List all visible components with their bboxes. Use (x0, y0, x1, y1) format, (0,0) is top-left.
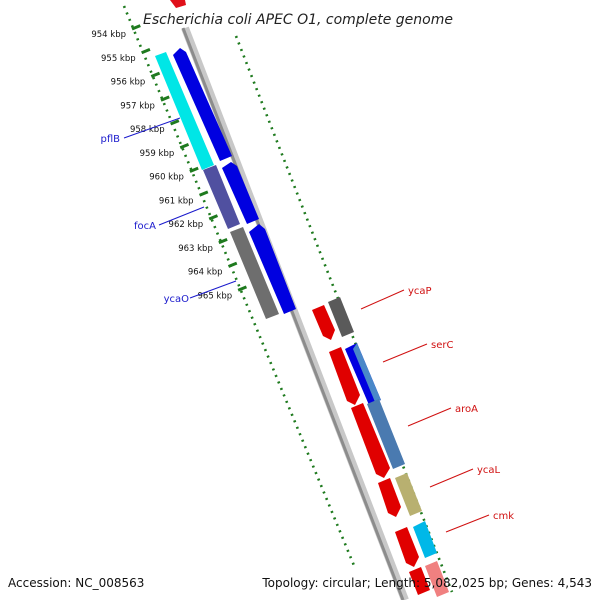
ruler-tick (179, 142, 190, 150)
leader-line-pflB (123, 117, 181, 139)
gene-feature-focA[interactable] (203, 165, 240, 229)
ruler-tick (208, 214, 219, 221)
gene-feature-aroA[interactable] (351, 403, 390, 478)
ruler-tick-label: 959 kbp (140, 149, 175, 159)
ruler-tick (218, 237, 228, 245)
ruler-tick-label: 961 kbp (159, 196, 194, 206)
gene-label-ycaL[interactable]: ycaL (477, 465, 501, 476)
ruler-tick-label: 955 kbp (101, 54, 136, 64)
leader-line-focA (158, 206, 205, 226)
gene-feature-ycaP[interactable] (312, 305, 335, 340)
gene-feature-top[interactable] (170, 0, 186, 8)
ruler-tick (141, 47, 151, 55)
gene-feature-ycaO-partner[interactable] (249, 224, 296, 314)
gene-feature-focA-partner[interactable] (222, 162, 259, 224)
genome-backbone (181, 26, 409, 600)
ruler-tick-label: 964 kbp (188, 268, 223, 278)
gene-label-cmk[interactable]: cmk (493, 511, 514, 522)
gene-label-pflB[interactable]: pflB (100, 134, 120, 145)
left-gene-labels: pflB focA ycaO (100, 117, 237, 305)
leader-line-cmk (445, 514, 490, 533)
gene-feature-ycaL[interactable] (378, 478, 401, 517)
ruler-tick-label: 954 kbp (91, 30, 126, 40)
gene-feature-cmk-partner[interactable] (413, 521, 437, 558)
ruler-tick-label: 963 kbp (178, 244, 213, 254)
ruler-tick (160, 95, 170, 102)
gene-feature-cmk[interactable] (395, 527, 419, 567)
gene-feature-upstream-blue[interactable] (173, 48, 232, 161)
leader-line-ycaL (429, 468, 474, 488)
accession-text: Accession: NC_008563 (8, 576, 144, 590)
outer-strand-genes (155, 0, 296, 319)
map-title: Escherichia coli APEC O1, complete genom… (143, 12, 453, 28)
ruler-tick (189, 166, 199, 173)
gene-feature-aroA-partner[interactable] (367, 399, 405, 469)
genome-summary-text: Topology: circular; Length: 5,082,025 bp… (261, 576, 592, 590)
gene-label-serC[interactable]: serC (431, 340, 453, 351)
gene-feature-ycaL-partner[interactable] (395, 473, 422, 516)
gene-feature-ycaP-partner[interactable] (328, 297, 354, 337)
ruler-tick (237, 285, 248, 292)
gene-label-ycaP[interactable]: ycaP (408, 286, 432, 297)
ruler-tick-label: 965 kbp (198, 291, 233, 301)
right-gene-labels: ycaP serC aroA ycaL cmk (360, 286, 514, 533)
ruler-tick-label: 962 kbp (169, 220, 204, 230)
ruler-tick (198, 190, 209, 197)
gene-feature-bottom-partner[interactable] (425, 561, 449, 597)
gene-feature-serC-tail[interactable] (353, 343, 381, 402)
leader-line-aroA (407, 407, 452, 427)
ruler-tick-label: 960 kbp (149, 173, 184, 183)
gene-feature-pflB[interactable] (155, 52, 214, 170)
ruler-tick-label: 957 kbp (120, 101, 155, 111)
gene-feature-ycaO[interactable] (230, 227, 279, 319)
gene-label-ycaO[interactable]: ycaO (164, 294, 190, 305)
gene-label-aroA[interactable]: aroA (455, 404, 478, 415)
ruler-tick (170, 119, 180, 126)
leader-line-ycaO (189, 280, 237, 299)
ruler-tick (227, 261, 238, 268)
outer-ruler-line (122, 5, 357, 569)
leader-line-serC (382, 343, 428, 363)
ruler-tick (150, 71, 161, 78)
gene-feature-bottom[interactable] (409, 567, 430, 595)
ruler-tick-label: 956 kbp (111, 78, 146, 88)
ruler-tick (131, 24, 141, 31)
leader-line-ycaP (360, 289, 405, 310)
inner-strand-genes (312, 297, 449, 597)
gene-label-focA[interactable]: focA (134, 221, 156, 232)
gene-feature-serC[interactable] (329, 347, 360, 405)
